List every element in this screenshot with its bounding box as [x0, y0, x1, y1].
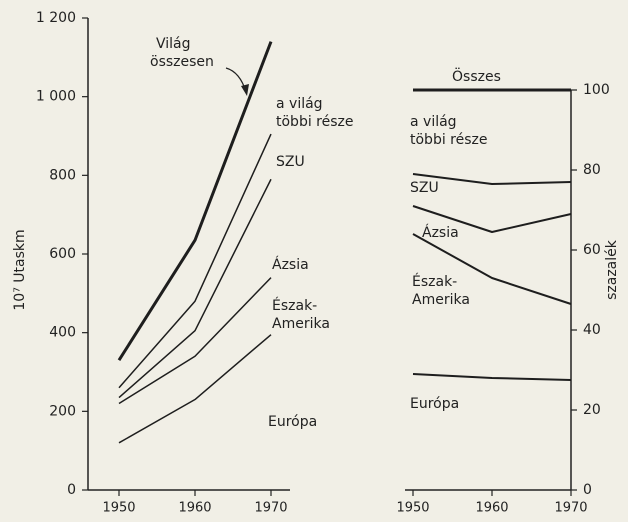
series-line: [412, 233, 572, 305]
y-tick-label: 80: [583, 162, 601, 178]
annotation: a világ: [276, 96, 323, 112]
x-tick-label: 1960: [178, 501, 211, 516]
annotation: Amerika: [272, 316, 330, 332]
annotation: Ázsia: [422, 224, 459, 241]
y-tick-label: 600: [49, 246, 76, 262]
y-axis-label: szazalék: [604, 239, 620, 300]
y-tick-label: 1 000: [36, 89, 76, 105]
series-line: [117, 41, 273, 362]
y-tick-label: 800: [49, 167, 76, 183]
annotation: Európa: [268, 414, 317, 430]
series-line: [412, 205, 572, 233]
series-line: [118, 178, 272, 399]
annotation: többi része: [410, 132, 488, 148]
y-tick-label: 0: [583, 482, 592, 498]
series-line: [118, 277, 272, 405]
y-tick-label: 60: [583, 242, 601, 258]
annotation: a világ: [410, 114, 457, 130]
x-tick-label: 1950: [396, 501, 429, 516]
series-line: [412, 373, 572, 381]
annotation: Világ: [156, 36, 191, 52]
x-tick-label: 1970: [554, 501, 587, 516]
annotation: Ázsia: [272, 256, 309, 273]
y-tick-label: 20: [583, 402, 601, 418]
annotation: Észak-: [412, 273, 457, 290]
annotation: Amerika: [412, 292, 470, 308]
series-line: [118, 133, 272, 389]
annotation: összesen: [150, 54, 214, 70]
y-tick-label: 0: [67, 482, 76, 498]
y-tick-label: 40: [583, 322, 601, 338]
y-tick-label: 1 200: [36, 10, 76, 26]
y-tick-label: 200: [49, 403, 76, 419]
annotation: többi része: [276, 114, 354, 130]
series-line: [118, 334, 272, 444]
y-tick-label: 400: [49, 325, 76, 341]
arrow-head: [241, 84, 249, 96]
annotation: Összes: [452, 67, 501, 85]
y-axis-label: 10⁷ Utaskm: [12, 229, 28, 310]
x-tick-label: 1970: [254, 501, 287, 516]
series-line: [412, 173, 572, 185]
x-tick-label: 1960: [475, 501, 508, 516]
annotation: SZU: [276, 154, 305, 170]
y-tick-label: 100: [583, 82, 610, 98]
annotation: Európa: [410, 396, 459, 412]
annotation: Észak-: [272, 297, 317, 314]
x-tick-label: 1950: [102, 501, 135, 516]
annotation: SZU: [410, 180, 439, 196]
